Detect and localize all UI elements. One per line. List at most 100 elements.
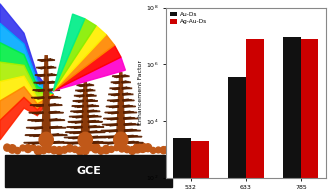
Circle shape [160,147,167,154]
Polygon shape [116,73,125,143]
Polygon shape [104,136,117,137]
Polygon shape [114,82,119,83]
Polygon shape [50,120,64,121]
Polygon shape [114,94,119,96]
Polygon shape [113,76,120,77]
Polygon shape [72,121,82,122]
Circle shape [102,145,110,154]
Polygon shape [41,60,45,61]
Polygon shape [33,90,44,91]
Polygon shape [50,119,57,121]
Polygon shape [104,118,117,119]
Polygon shape [33,142,42,144]
Circle shape [39,132,53,147]
Polygon shape [89,126,100,128]
Y-axis label: Enhancement Factor: Enhancement Factor [138,60,143,125]
Circle shape [20,145,26,151]
Polygon shape [108,100,118,101]
Polygon shape [73,137,81,139]
Polygon shape [76,100,83,102]
Polygon shape [49,96,55,98]
Polygon shape [75,121,82,123]
Polygon shape [53,14,85,91]
Polygon shape [122,76,127,77]
Polygon shape [87,95,96,96]
Polygon shape [123,106,132,107]
Legend: Au-Ds, Ag-Au-Ds: Au-Ds, Ag-Au-Ds [169,10,208,26]
Polygon shape [89,132,101,133]
Polygon shape [49,112,63,113]
Polygon shape [86,85,93,86]
Polygon shape [111,118,117,120]
Polygon shape [103,142,116,143]
Polygon shape [48,81,53,83]
Circle shape [98,147,104,154]
Polygon shape [41,67,45,69]
Polygon shape [48,89,54,91]
Polygon shape [88,115,95,117]
Polygon shape [105,130,117,131]
Polygon shape [39,82,44,84]
Polygon shape [74,126,82,128]
Polygon shape [37,105,43,106]
Polygon shape [49,112,60,113]
Polygon shape [71,126,82,128]
Polygon shape [107,118,117,119]
Polygon shape [90,141,99,143]
Bar [301,39,318,189]
Polygon shape [100,136,117,137]
Polygon shape [80,90,84,92]
Polygon shape [72,106,83,107]
Polygon shape [88,116,101,117]
Polygon shape [34,135,42,136]
Circle shape [124,146,130,153]
Circle shape [109,146,114,152]
Polygon shape [0,87,53,120]
Polygon shape [69,132,82,133]
Polygon shape [87,90,95,91]
Polygon shape [125,136,138,137]
Circle shape [139,143,147,152]
Polygon shape [51,142,68,143]
Circle shape [114,145,119,151]
Polygon shape [122,88,129,89]
Polygon shape [65,132,82,133]
Polygon shape [78,90,84,91]
Polygon shape [48,74,55,76]
Circle shape [66,145,73,152]
Polygon shape [109,94,119,95]
Polygon shape [87,94,91,96]
Polygon shape [29,112,43,113]
Polygon shape [124,118,138,119]
Polygon shape [35,97,43,98]
Polygon shape [77,111,83,113]
Polygon shape [79,95,84,97]
Polygon shape [68,121,82,122]
Bar [191,141,209,189]
Polygon shape [89,126,104,128]
Polygon shape [0,62,53,98]
Polygon shape [124,118,135,119]
Polygon shape [108,112,118,113]
Polygon shape [105,112,118,113]
Polygon shape [112,88,119,89]
Polygon shape [88,105,96,107]
Polygon shape [109,106,118,107]
Polygon shape [77,85,84,86]
Circle shape [40,147,47,154]
Polygon shape [75,106,83,107]
Polygon shape [79,85,84,86]
Polygon shape [0,43,53,94]
Bar [246,39,264,189]
Polygon shape [48,82,56,83]
Polygon shape [122,88,132,89]
Polygon shape [111,82,119,83]
Polygon shape [34,105,43,106]
Bar [5,155,172,187]
Polygon shape [48,89,57,91]
Circle shape [119,145,125,152]
Polygon shape [49,104,59,106]
Polygon shape [89,132,105,133]
Polygon shape [88,105,93,107]
Polygon shape [38,60,45,61]
